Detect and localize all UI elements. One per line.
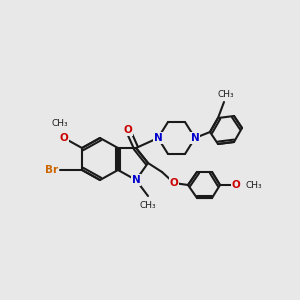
Text: N: N: [154, 133, 162, 143]
Text: O: O: [232, 180, 240, 190]
Text: N: N: [132, 175, 140, 185]
Text: O: O: [124, 125, 132, 135]
Text: CH₃: CH₃: [140, 201, 156, 210]
Text: Br: Br: [45, 165, 58, 175]
Text: CH₃: CH₃: [52, 119, 68, 128]
Text: CH₃: CH₃: [246, 181, 262, 190]
Text: N: N: [154, 133, 162, 143]
Text: O: O: [60, 133, 68, 143]
Text: CH₃: CH₃: [218, 90, 234, 99]
Text: N: N: [190, 133, 200, 143]
Text: O: O: [169, 178, 178, 188]
